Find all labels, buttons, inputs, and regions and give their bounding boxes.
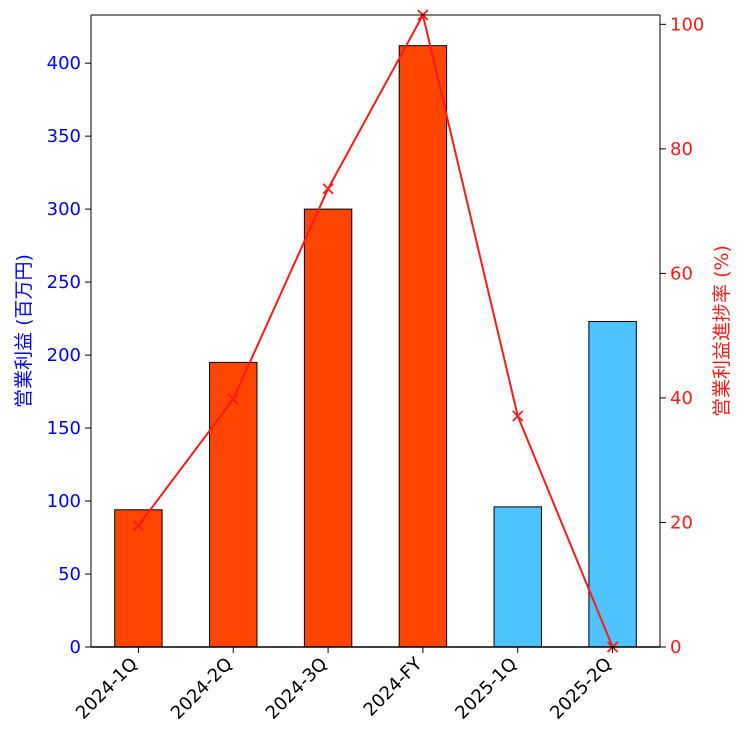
bar-2025-1Q [493,506,542,648]
progress-line-layer [132,9,619,653]
bars-layer [114,45,637,648]
left-tick-label: 250 [47,272,81,293]
x-tick-label: 2024-3Q [262,654,332,724]
right-tick-label: 20 [670,512,693,533]
left-tick-label: 50 [58,564,81,585]
left-tick-label: 0 [70,637,81,658]
progress-point-2024-3Q [322,183,334,195]
x-tick-label: 2024-1Q [72,654,142,724]
x-tick-label: 2024-2Q [167,654,237,724]
right-tick-label: 0 [670,637,681,658]
left-tick-label: 150 [47,418,81,439]
left-axis-label: 営業利益 (百万円) [13,254,35,408]
x-tick-label: 2025-2Q [546,654,616,724]
right-axis-ticks: 0 20 40 60 80 100 [660,14,704,658]
left-tick-label: 350 [47,126,81,147]
bar-2024-3Q [303,208,353,648]
bar-2024-FY [398,45,448,648]
axes-layer [90,14,661,648]
left-tick-label: 400 [47,53,81,74]
left-tick-label: 100 [47,491,81,512]
progress-point-2024-1Q [132,519,145,532]
bar-2025-2Q [588,321,637,648]
left-axis-ticks: 0 50 100 150 200 250 300 350 400 [47,53,91,658]
progress-point-2025-1Q [512,410,524,422]
x-tick-label: 2024-FY [360,653,428,721]
x-tick-label: 2025-1Q [451,654,521,724]
x-axis-ticks: 2024-1Q 2024-2Q 2024-3Q 2024-FY 2025-1Q 2025-… [72,647,616,724]
left-tick-label: 200 [47,345,81,366]
right-axis-label: 営業利益進捗率 (%) [711,245,733,417]
progress-point-2024-2Q [227,393,239,405]
bar-2024-1Q [114,509,163,648]
right-tick-label: 60 [670,263,693,284]
right-tick-label: 40 [670,388,693,409]
left-tick-label: 300 [47,199,81,220]
right-tick-label: 100 [670,14,704,35]
bar-2024-2Q [209,361,258,648]
progress-line [137,12,614,648]
right-tick-label: 80 [670,139,693,160]
